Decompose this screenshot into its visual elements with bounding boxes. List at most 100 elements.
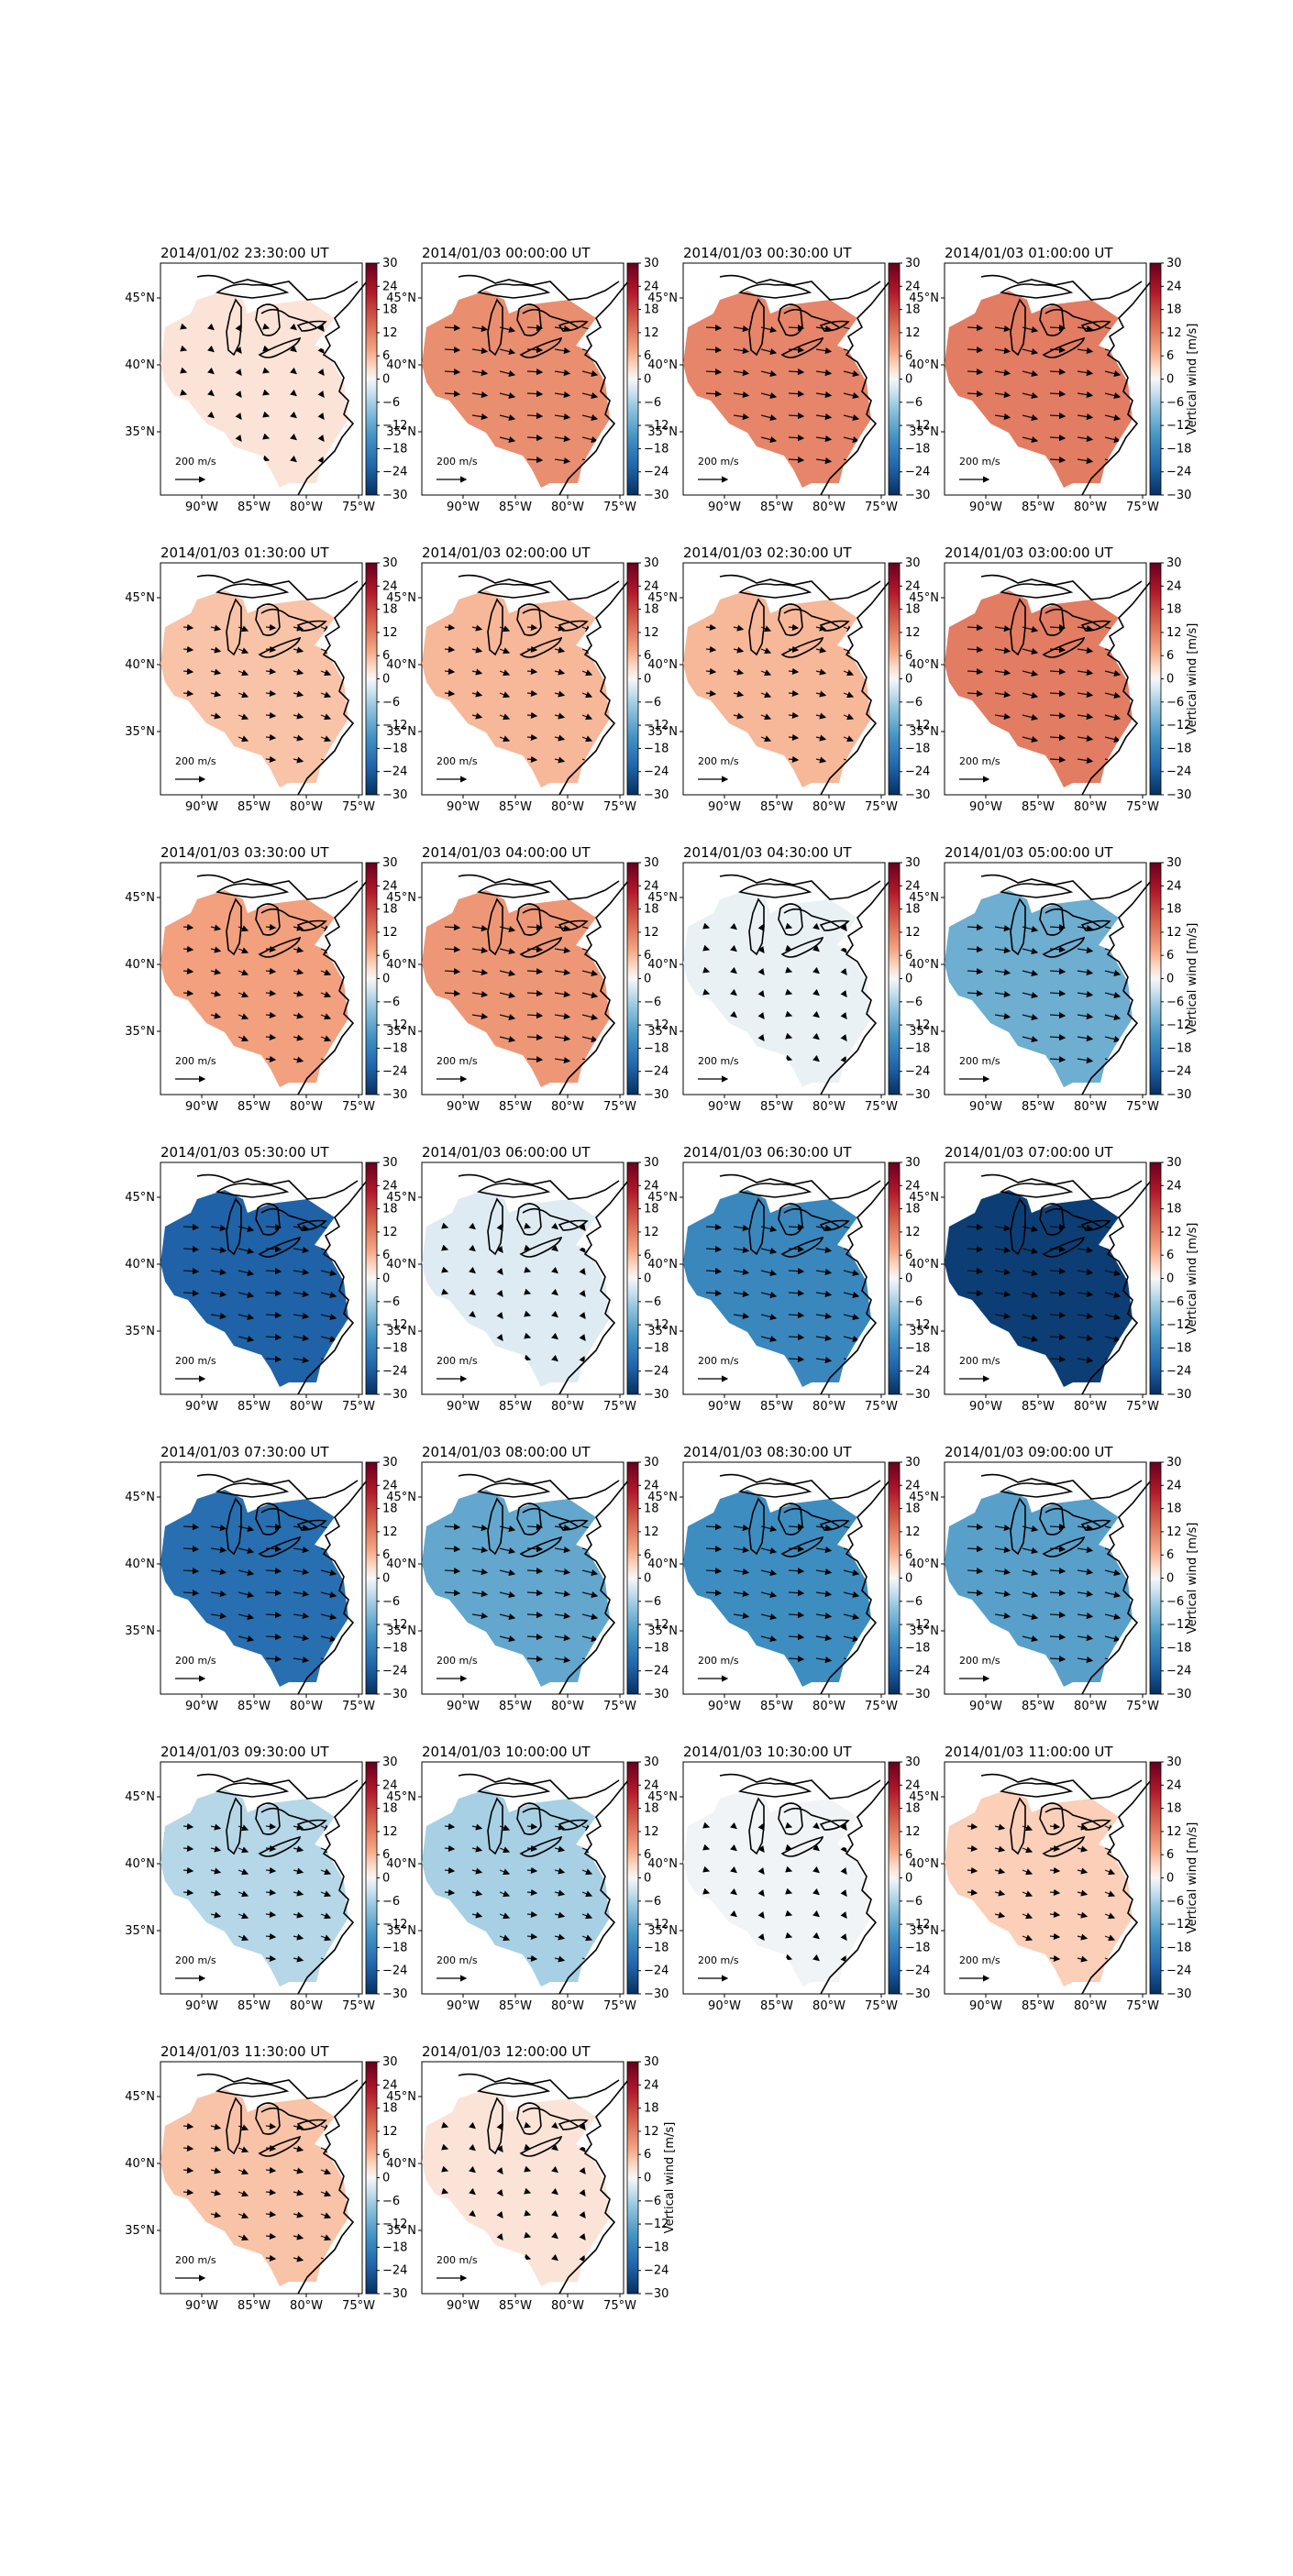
wind-arrow bbox=[994, 413, 1011, 421]
lake-outline bbox=[819, 620, 850, 632]
colorbar-label: Vertical wind [m/s] bbox=[663, 2122, 677, 2234]
colorbar-tick-label: −6 bbox=[1166, 1295, 1184, 1309]
wind-arrow bbox=[994, 1313, 1011, 1320]
lake-outline bbox=[226, 598, 242, 656]
wind-arrow bbox=[1077, 347, 1094, 355]
wind-arrow bbox=[1022, 1014, 1039, 1021]
wind-arrow bbox=[581, 1569, 599, 1577]
colorbar: 30 24 18 12 6 0 −6 −12 −18 −24 −30 bbox=[626, 257, 669, 502]
colorbar: 30 24 18 12 6 0 −6 −12 −18 −24 −30 bbox=[888, 556, 930, 802]
wind-arrow bbox=[293, 668, 304, 676]
wind-arrow bbox=[1049, 325, 1066, 332]
wind-arrow bbox=[444, 990, 461, 997]
lake-outline bbox=[1039, 903, 1065, 936]
colorbar-tick-label: −30 bbox=[644, 1987, 669, 2001]
lat-tick-label: 45°N bbox=[909, 891, 939, 905]
colorbar-tick-label: 0 bbox=[644, 673, 651, 687]
colorbar-tick-label: 24 bbox=[382, 879, 398, 893]
wind-arrow bbox=[760, 1292, 778, 1299]
wind-arrow bbox=[581, 1036, 599, 1043]
lon-tick-label: 75°W bbox=[342, 1100, 375, 1114]
scale-arrow-label: 200 m/s bbox=[437, 1954, 478, 1966]
wind-arrow bbox=[238, 1314, 255, 1321]
wind-arrow bbox=[1104, 970, 1122, 977]
colorbar-tick-label: 6 bbox=[382, 949, 390, 963]
wind-arrow bbox=[815, 646, 827, 654]
wind-arrow bbox=[180, 323, 188, 330]
panel: 200 m/s 2014/01/03 09:30:00 UT 90°W 85°W 80°… bbox=[125, 1744, 407, 2013]
lake-outline bbox=[737, 283, 812, 299]
colorbar-tick-label: −24 bbox=[1166, 1065, 1191, 1079]
wind-arrow bbox=[554, 690, 566, 698]
wind-arrow bbox=[526, 457, 544, 464]
wind-arrow bbox=[843, 713, 855, 721]
colorbar-tick-label: −24 bbox=[905, 1065, 930, 1079]
lat-tick-label: 35°N bbox=[909, 1025, 939, 1039]
wind-arrow bbox=[526, 1634, 544, 1641]
wind-arrow bbox=[526, 435, 544, 442]
colorbar-tick-label: −24 bbox=[382, 1965, 407, 1978]
colorbar-tick-label: −18 bbox=[644, 1341, 669, 1355]
wind-arrow bbox=[1104, 1270, 1122, 1277]
wind-arrow bbox=[471, 325, 489, 333]
lon-tick-label: 80°W bbox=[812, 800, 845, 814]
lon-tick-label: 90°W bbox=[969, 501, 1002, 514]
colorbar-gradient bbox=[626, 862, 639, 1095]
colorbar-tick-label: −30 bbox=[382, 1987, 407, 2001]
colorbar-gradient bbox=[626, 562, 639, 796]
wind-arrow bbox=[554, 347, 571, 355]
wind-arrow bbox=[210, 968, 222, 975]
wind-arrow bbox=[1022, 1248, 1039, 1255]
wind-arrow bbox=[499, 735, 511, 743]
lon-tick-label: 75°W bbox=[865, 800, 898, 814]
colorbar-tick-label: −18 bbox=[382, 2240, 407, 2254]
lat-tick-label: 40°N bbox=[647, 1558, 678, 1571]
coastline bbox=[558, 880, 629, 1095]
wind-arrow bbox=[705, 1590, 723, 1597]
wind-arrow bbox=[733, 1225, 750, 1232]
wind-arrow bbox=[815, 1357, 833, 1364]
colorbar-tick-label: 30 bbox=[905, 257, 921, 270]
colorbar-tick-label: −18 bbox=[644, 1041, 669, 1055]
wind-arrow bbox=[705, 325, 723, 332]
lat-tick-label: 35°N bbox=[909, 1924, 939, 1938]
colorbar-tick-label: −18 bbox=[644, 1641, 669, 1655]
lat-tick-label: 35°N bbox=[647, 1924, 678, 1938]
wind-arrow bbox=[551, 1266, 558, 1274]
wind-arrow bbox=[1049, 1290, 1066, 1297]
lake-outline bbox=[780, 1236, 824, 1258]
wind-arrow bbox=[262, 323, 271, 330]
wind-arrow bbox=[207, 411, 215, 419]
wind-arrow bbox=[499, 713, 511, 721]
lat-tick-label: 40°N bbox=[386, 2157, 416, 2171]
lat-tick-label: 35°N bbox=[909, 425, 939, 439]
colorbar-tick-label: 24 bbox=[1166, 879, 1182, 893]
panel-title: 2014/01/03 04:30:00 UT bbox=[683, 844, 852, 861]
wind-arrow bbox=[1104, 1014, 1122, 1021]
wind-arrow bbox=[788, 711, 800, 719]
colorbar-tick-label: 12 bbox=[905, 1226, 921, 1239]
coastline bbox=[980, 574, 1143, 600]
panel: 200 m/s 2014/01/03 04:30:00 UT 90°W 85°W 80°… bbox=[647, 844, 930, 1114]
coastline bbox=[297, 580, 368, 796]
lat-tick-label: 45°N bbox=[647, 1491, 678, 1504]
wind-arrow bbox=[293, 1911, 304, 1919]
lat-tick-label: 40°N bbox=[125, 1558, 155, 1571]
lat-tick-label: 45°N bbox=[909, 1790, 939, 1804]
colorbar-tick-label: 18 bbox=[1166, 1503, 1182, 1516]
wind-arrows bbox=[441, 1222, 586, 1363]
lon-tick-label: 75°W bbox=[342, 1400, 375, 1414]
wind-arrow bbox=[265, 1932, 277, 1940]
colorbar-tick-label: 24 bbox=[644, 280, 659, 293]
wind-arrow bbox=[815, 668, 827, 676]
wind-arrow bbox=[815, 712, 827, 720]
wind-arrow bbox=[238, 647, 249, 655]
lake-outline bbox=[296, 919, 327, 931]
lake-outline bbox=[999, 1183, 1074, 1198]
colorbar-tick-label: −12 bbox=[1166, 1618, 1191, 1632]
lon-tick-label: 80°W bbox=[290, 1999, 323, 2013]
colorbar-tick-label: 0 bbox=[1166, 1572, 1174, 1586]
wind-arrow bbox=[705, 645, 717, 653]
colorbar-tick-label: −24 bbox=[644, 2264, 669, 2278]
wind-arrow bbox=[265, 1312, 282, 1319]
